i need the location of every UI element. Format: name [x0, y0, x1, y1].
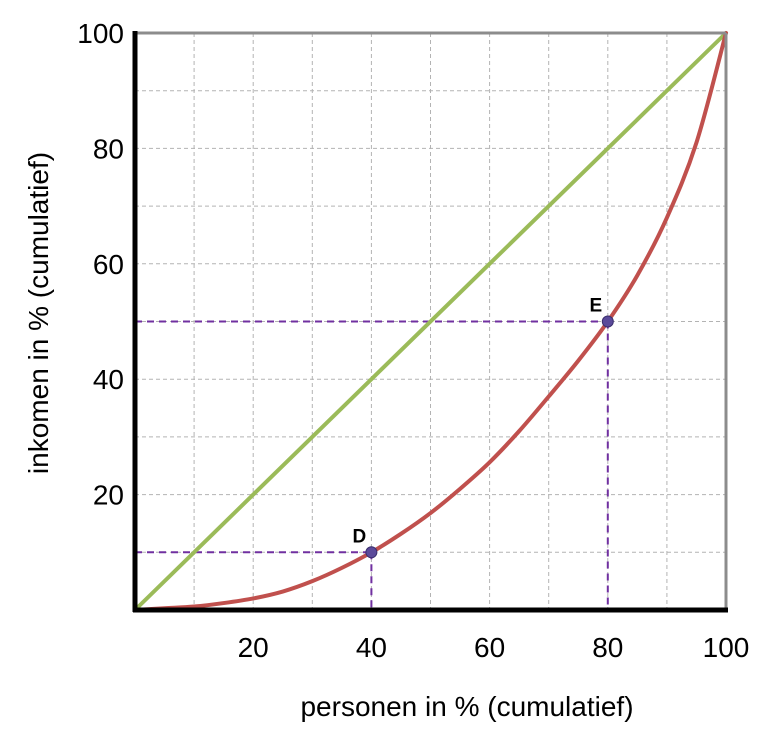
series [133, 31, 728, 612]
point-d [365, 546, 378, 559]
axes [132, 31, 728, 613]
equality-line [133, 31, 728, 612]
x-axis-title: personen in % (cumulatief) [300, 691, 633, 722]
reference-lines [135, 320, 609, 610]
y-tick-label: 40 [93, 364, 124, 395]
y-tick-label: 20 [93, 480, 124, 511]
point-label-d: D [353, 526, 367, 547]
point-label-e: E [589, 296, 602, 317]
x-tick-label: 40 [356, 632, 387, 663]
y-axis-title: inkomen in % (cumulatief) [23, 152, 54, 474]
tick-labels: 20 40 60 80 100 20 40 60 80 100 [77, 18, 749, 663]
point-e [601, 315, 614, 328]
y-tick-label: 60 [93, 249, 124, 280]
x-tick-label: 100 [703, 632, 750, 663]
points: DE [353, 296, 614, 559]
lorenz-curve [133, 31, 728, 612]
y-tick-label: 100 [77, 18, 124, 49]
y-tick-label: 80 [93, 133, 124, 164]
x-tick-label: 20 [238, 632, 269, 663]
x-tick-label: 60 [474, 632, 505, 663]
x-tick-label: 80 [592, 632, 623, 663]
